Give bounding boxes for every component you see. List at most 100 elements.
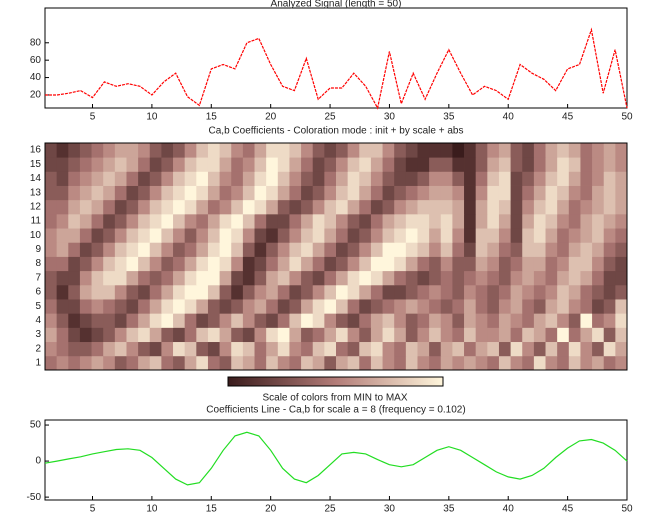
coef-cell	[149, 327, 162, 343]
coef-cell	[533, 327, 546, 343]
coef-cell	[138, 213, 151, 229]
coef-cell	[242, 213, 255, 229]
coef-cell	[231, 199, 244, 215]
coef-cell	[173, 228, 186, 243]
colorbar	[227, 376, 444, 387]
coef-cell	[266, 341, 279, 357]
coef-cell	[184, 171, 197, 186]
coef-cell	[184, 213, 197, 229]
coef-cell	[370, 242, 383, 257]
coef-cell	[452, 143, 465, 158]
coef-cell	[91, 242, 104, 257]
coef-cell	[277, 228, 290, 243]
coef-cell	[452, 341, 465, 357]
coef-cell	[464, 355, 477, 371]
coef-cell	[382, 213, 395, 229]
coef-cell	[277, 171, 290, 186]
coef-cell	[79, 242, 92, 257]
coef-cell	[312, 199, 325, 215]
coef-cell	[545, 143, 558, 158]
coef-cell	[266, 171, 279, 186]
coef-cell	[207, 355, 220, 371]
coef-cell	[126, 256, 139, 272]
coef-cell	[440, 256, 453, 272]
coef-cell	[91, 157, 104, 172]
coef-cell	[487, 327, 500, 343]
coef-cell	[522, 355, 535, 371]
coef-cell	[464, 341, 477, 357]
coef-cell	[394, 171, 407, 186]
coef-cell	[533, 242, 546, 257]
coef-cell	[359, 299, 372, 314]
coef-cell	[370, 157, 383, 172]
coef-cell	[382, 157, 395, 172]
coef-cell	[56, 213, 69, 229]
coef-cell	[301, 199, 314, 215]
coef-cell	[184, 327, 197, 343]
coef-cell	[580, 284, 593, 300]
coef-cell	[359, 284, 372, 300]
colorbar-label: Scale of colors from MIN to MAX	[262, 393, 407, 404]
coef-cell	[149, 270, 162, 286]
coef-cell	[103, 228, 116, 243]
signal-line	[44, 431, 628, 486]
y-tick-label: 2	[35, 343, 41, 354]
coef-cell	[557, 242, 570, 257]
coef-cell	[603, 185, 616, 201]
coef-cell	[417, 270, 430, 286]
coef-cell	[452, 157, 465, 172]
coef-cell	[347, 228, 360, 243]
coef-cell	[336, 185, 349, 201]
coef-cell	[277, 199, 290, 215]
coef-cell	[440, 313, 453, 328]
x-tick-label: 25	[324, 112, 336, 123]
coef-cell	[277, 284, 290, 300]
coef-cell	[464, 157, 477, 172]
coef-cell	[231, 299, 244, 314]
coef-cell	[487, 355, 500, 371]
coef-cell	[557, 185, 570, 201]
coef-cell	[522, 341, 535, 357]
coef-cell	[394, 157, 407, 172]
coef-cell	[464, 299, 477, 314]
x-tick-label: 20	[265, 112, 277, 123]
coef-cell	[382, 327, 395, 343]
coef-cell	[68, 313, 81, 328]
coef-cell	[592, 284, 605, 300]
x-tick-label: 15	[206, 112, 218, 123]
coef-cell	[475, 313, 488, 328]
coef-cell	[184, 341, 197, 357]
coef-cell	[289, 341, 302, 357]
coef-cell	[138, 171, 151, 186]
coef-cell	[487, 313, 500, 328]
coef-cell	[219, 341, 232, 357]
coef-cell	[429, 199, 442, 215]
coef-cell	[405, 143, 418, 158]
coef-cell	[475, 327, 488, 343]
coef-cell	[592, 242, 605, 257]
coef-cell	[592, 185, 605, 201]
coef-cell	[312, 299, 325, 314]
coef-cell	[370, 284, 383, 300]
x-tick-label: 5	[90, 112, 96, 123]
coef-cell	[464, 313, 477, 328]
coef-cell	[242, 242, 255, 257]
coef-cell	[440, 171, 453, 186]
coef-cell	[615, 228, 628, 243]
coef-cell	[91, 213, 104, 229]
coef-cell	[277, 213, 290, 229]
coef-cell	[359, 256, 372, 272]
coef-cell	[452, 256, 465, 272]
coef-cell	[149, 171, 162, 186]
coef-cell	[580, 256, 593, 272]
coef-cell	[405, 185, 418, 201]
signal-line	[45, 27, 628, 110]
coef-cell	[347, 327, 360, 343]
coef-cell	[45, 157, 58, 172]
coef-cell	[103, 213, 116, 229]
coef-cell	[231, 256, 244, 272]
coef-cell	[429, 213, 442, 229]
coef-cell	[79, 143, 92, 158]
coef-cell	[615, 270, 628, 286]
coef-cell	[464, 199, 477, 215]
